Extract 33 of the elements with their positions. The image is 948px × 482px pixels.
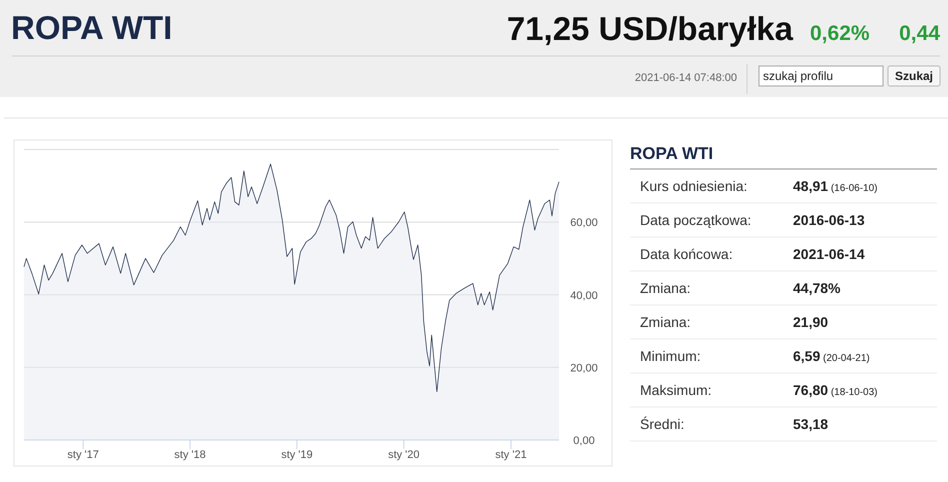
text: 76,80 (18-10-03) [793,382,878,398]
x-tick-label: sty '19 [281,449,313,461]
text: Zmiana: [640,280,691,296]
text: 0,62% [810,22,870,45]
text: 0,44 [899,22,940,45]
text: 2021-06-14 07:48:00 [634,72,737,84]
text: 2021-06-14 [793,246,865,262]
text: 6,59 (20-04-21) [793,348,870,364]
x-tick-label: sty '20 [388,449,420,461]
search-button: Szukaj [888,66,940,86]
text: 48,91 (16-06-10) [793,178,878,194]
y-tick-label: 60,00 [570,217,598,230]
text: Kurs odniesienia: [640,178,748,194]
y-tick-label: 40,00 [570,290,598,302]
chart-title: ROPA WTI [11,9,172,46]
x-tick-label: sty '17 [67,449,99,461]
text: Minimum: [640,348,701,364]
text: Data końcowa: [640,246,733,262]
text: 44,78% [793,280,840,296]
text: 21,90 [793,314,828,330]
search-field: szukaj profilu [758,66,884,86]
text: 71,25 USD/baryłka [506,10,794,47]
x-tick-label: sty '18 [174,449,206,461]
text: 2016-06-13 [793,212,865,228]
text: Średni: [640,416,684,432]
y-tick-label: 0,00 [573,435,595,447]
text: 53,18 [793,416,828,432]
text: Data początkowa: [640,212,752,228]
x-tick-label: sty '21 [495,449,527,461]
text: ROPA WTI [630,144,714,163]
y-tick-label: 20,00 [570,362,598,374]
text: Maksimum: [640,382,712,398]
text: Zmiana: [640,314,691,330]
